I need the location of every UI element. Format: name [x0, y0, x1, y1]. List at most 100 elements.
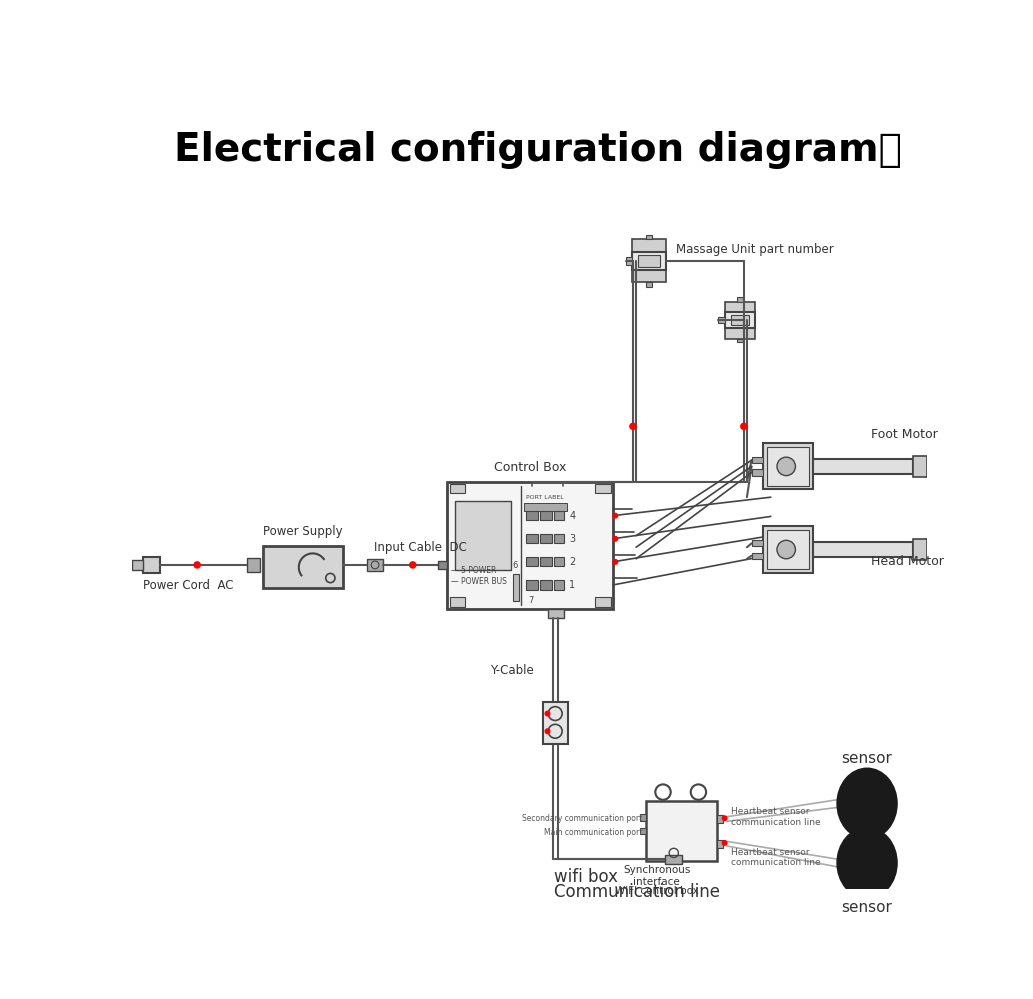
- Bar: [718, 317, 724, 323]
- Bar: [717, 815, 723, 823]
- Bar: [913, 456, 928, 478]
- Bar: [928, 459, 935, 465]
- Text: Input Cable  DC: Input Cable DC: [374, 541, 467, 554]
- Circle shape: [545, 711, 550, 716]
- Bar: [526, 580, 538, 589]
- Bar: [730, 316, 749, 325]
- Text: 1: 1: [569, 580, 575, 590]
- Circle shape: [410, 561, 416, 568]
- Bar: [554, 557, 564, 566]
- Bar: [928, 468, 935, 475]
- Bar: [766, 530, 809, 568]
- Bar: [525, 503, 567, 511]
- Text: 3: 3: [569, 533, 575, 543]
- Text: Y-Cable: Y-Cable: [490, 664, 533, 677]
- Text: Foot Motor: Foot Motor: [871, 428, 938, 441]
- Circle shape: [194, 561, 200, 568]
- Bar: [367, 558, 383, 571]
- Bar: [639, 828, 646, 834]
- Bar: [646, 283, 652, 287]
- Bar: [632, 270, 666, 283]
- Text: Synchronous
interface: Synchronous interface: [623, 865, 690, 887]
- Circle shape: [777, 540, 795, 558]
- Bar: [928, 541, 935, 548]
- Bar: [665, 855, 682, 864]
- Bar: [554, 534, 564, 543]
- Bar: [512, 574, 519, 601]
- Text: Massage Unit part number: Massage Unit part number: [676, 243, 834, 256]
- Bar: [724, 302, 755, 313]
- Ellipse shape: [837, 827, 897, 898]
- Text: WIFI control box: WIFI control box: [615, 886, 698, 896]
- Circle shape: [613, 559, 618, 564]
- Bar: [766, 448, 809, 486]
- Text: Power Supply: Power Supply: [262, 525, 343, 538]
- Text: wifi box: wifi box: [554, 867, 618, 885]
- Text: 2: 2: [569, 556, 575, 566]
- Bar: [526, 534, 538, 543]
- Bar: [449, 597, 465, 606]
- Bar: [456, 501, 510, 570]
- Bar: [752, 540, 763, 546]
- Circle shape: [777, 458, 795, 476]
- Bar: [724, 313, 755, 328]
- Bar: [595, 485, 611, 494]
- Bar: [543, 702, 567, 744]
- Bar: [913, 538, 928, 560]
- Bar: [752, 552, 763, 558]
- Circle shape: [613, 513, 618, 517]
- Bar: [595, 597, 611, 606]
- Text: Secondary communication port: Secondary communication port: [522, 814, 643, 823]
- Circle shape: [741, 424, 747, 430]
- Text: 6: 6: [512, 561, 518, 570]
- Bar: [737, 297, 743, 302]
- Bar: [632, 252, 666, 270]
- Text: Heartbeat sensor
communication line: Heartbeat sensor communication line: [730, 807, 820, 827]
- Bar: [247, 558, 259, 571]
- Bar: [526, 511, 538, 520]
- Bar: [540, 534, 552, 543]
- Bar: [132, 560, 144, 569]
- Bar: [763, 444, 813, 490]
- Bar: [639, 814, 646, 820]
- Bar: [540, 557, 552, 566]
- Bar: [737, 339, 743, 343]
- Circle shape: [722, 840, 727, 845]
- Text: PORT LABEL: PORT LABEL: [526, 496, 564, 500]
- Text: Communication line: Communication line: [554, 883, 720, 901]
- Bar: [638, 255, 660, 267]
- Bar: [646, 801, 717, 861]
- Bar: [724, 328, 755, 339]
- Bar: [813, 459, 913, 475]
- Ellipse shape: [837, 768, 897, 839]
- Bar: [540, 511, 552, 520]
- Text: Heartbeat sensor
communication line: Heartbeat sensor communication line: [730, 847, 820, 867]
- Circle shape: [722, 816, 727, 820]
- Bar: [752, 458, 763, 464]
- Bar: [763, 526, 813, 572]
- Bar: [449, 485, 465, 494]
- Bar: [717, 840, 723, 847]
- Text: Power Cord  AC: Power Cord AC: [144, 578, 233, 591]
- Bar: [626, 257, 632, 265]
- Text: Electrical configuration diagram：: Electrical configuration diagram：: [174, 132, 902, 170]
- Bar: [928, 551, 935, 557]
- Bar: [632, 239, 666, 252]
- Bar: [438, 561, 447, 568]
- Bar: [526, 557, 538, 566]
- Bar: [752, 470, 763, 476]
- Text: Control Box: Control Box: [494, 462, 566, 475]
- Bar: [540, 580, 552, 589]
- Bar: [554, 580, 564, 589]
- Text: sensor: sensor: [842, 751, 893, 766]
- Circle shape: [545, 729, 550, 733]
- Bar: [262, 545, 343, 588]
- Text: sensor: sensor: [842, 900, 893, 915]
- Bar: [813, 541, 913, 557]
- Text: Head Motor: Head Motor: [871, 554, 944, 567]
- Text: — 5 POWER
— POWER BUS: — 5 POWER — POWER BUS: [451, 566, 507, 585]
- Bar: [554, 511, 564, 520]
- Bar: [547, 608, 564, 618]
- Bar: [447, 482, 613, 608]
- Circle shape: [630, 424, 636, 430]
